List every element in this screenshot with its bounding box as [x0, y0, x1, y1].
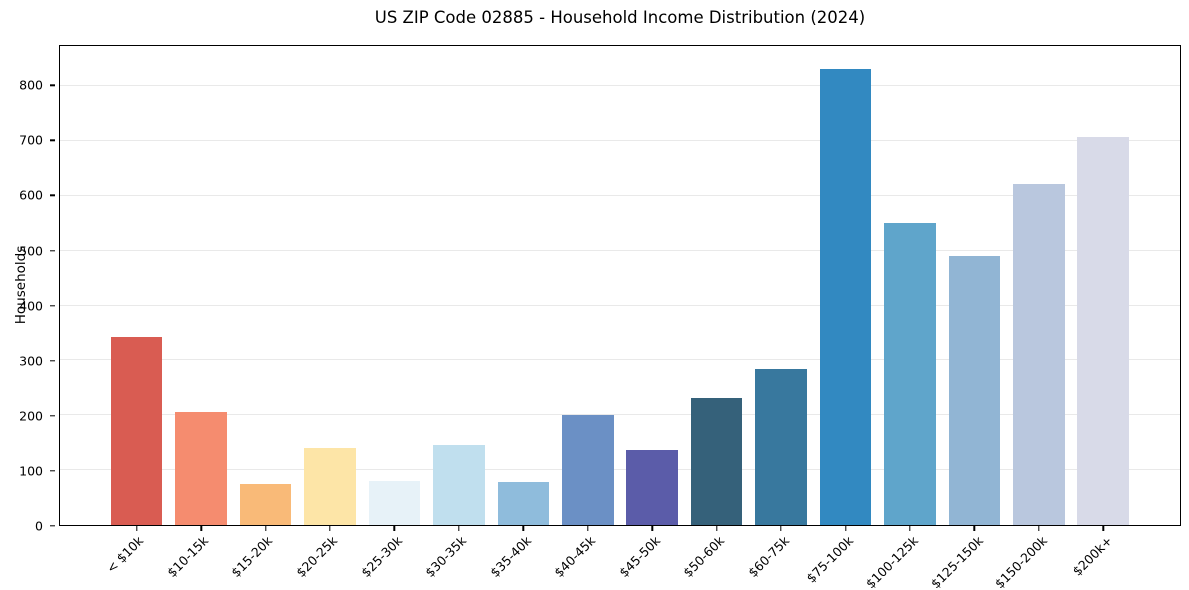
gridline	[60, 359, 1180, 361]
bar	[755, 368, 807, 525]
x-axis-tickmarks	[60, 46, 1180, 531]
y-tick-label: 600	[19, 187, 43, 203]
y-tick-label: 100	[19, 463, 43, 479]
x-tick-label: < $10k	[103, 533, 147, 576]
x-tick-label: $75-100k	[803, 533, 857, 586]
y-tick-mark	[50, 525, 55, 527]
gridline	[60, 194, 1180, 196]
x-tick-mark	[651, 525, 653, 531]
x-tick-label: $20-25k	[293, 533, 341, 581]
bar-slot	[942, 46, 1006, 525]
x-tick-label: $45-50k	[615, 533, 663, 581]
bar	[690, 398, 743, 525]
x-tick-label: $35-40k	[486, 533, 534, 581]
y-tick-mark	[50, 470, 55, 472]
y-axis-ticks: 0 100 200 300 400 500 600 700 800	[0, 45, 55, 534]
bar-slot	[556, 46, 620, 525]
gridline	[60, 414, 1180, 416]
gridline	[60, 85, 1180, 87]
bar-slot	[878, 46, 942, 525]
bar-slot	[169, 46, 233, 525]
bar-slot	[813, 46, 877, 525]
bars-layer	[60, 46, 1180, 525]
x-tick-label: $200k+	[1069, 533, 1115, 579]
x-tick-label: $15-20k	[228, 533, 276, 581]
y-tick-label: 300	[19, 353, 43, 369]
x-tick-label: $10-15k	[163, 533, 211, 581]
x-tick-mark	[458, 525, 460, 531]
x-tick-label: $30-35k	[422, 533, 470, 581]
bar-slot	[684, 46, 748, 525]
x-tick-mark	[715, 525, 718, 531]
x-tick-mark	[329, 525, 331, 531]
x-tick-mark	[587, 525, 589, 531]
x-tick-label: $150-200k	[991, 533, 1051, 590]
y-tick-mark	[50, 139, 55, 142]
bar	[819, 68, 872, 525]
bar-slot	[1007, 46, 1071, 525]
bar-slot	[749, 46, 813, 525]
bar	[239, 484, 292, 525]
y-tick-label: 800	[19, 77, 43, 93]
y-tick-mark	[50, 249, 55, 252]
bar	[948, 256, 1001, 525]
y-tick-label: 700	[19, 132, 43, 148]
bar	[1077, 136, 1129, 525]
x-axis-labels: < $10k $10-15k $15-20k $20-25k $25-30k $30-35…	[59, 533, 1181, 590]
bar	[433, 444, 485, 525]
bar-slot	[233, 46, 297, 525]
bar-slot	[620, 46, 684, 525]
gridline	[60, 304, 1180, 306]
x-tick-mark	[522, 525, 525, 531]
bar	[626, 449, 678, 525]
x-tick-mark	[1038, 525, 1040, 531]
x-tick-mark	[909, 525, 911, 531]
y-tick-label: 400	[19, 298, 43, 314]
bar	[304, 448, 356, 525]
bar-slot	[104, 46, 168, 525]
gridline	[60, 139, 1180, 141]
x-tick-mark	[1102, 525, 1105, 531]
bar	[368, 480, 421, 525]
y-tick-mark	[50, 360, 55, 362]
x-tick-label: $25-30k	[357, 533, 405, 581]
gridline	[60, 469, 1180, 471]
y-tick-mark	[50, 415, 55, 417]
x-tick-mark	[200, 525, 202, 531]
x-tick-label: $40-45k	[551, 533, 599, 581]
bar-slot	[491, 46, 555, 525]
y-tick-mark	[50, 84, 55, 86]
x-tick-label: $60-75k	[744, 533, 793, 581]
y-tick-mark	[50, 194, 55, 197]
x-tick-mark	[264, 525, 267, 531]
bar	[175, 411, 227, 525]
bar-slot	[298, 46, 362, 525]
chart-title: US ZIP Code 02885 - Household Income Dis…	[374, 8, 866, 27]
gridline	[60, 249, 1180, 251]
grid-layer	[60, 46, 1180, 525]
x-tick-label: $100-125k	[862, 533, 922, 590]
x-tick-label: $50-60k	[680, 533, 728, 581]
x-tick-mark	[973, 525, 976, 531]
x-tick-label: $125-150k	[927, 533, 986, 590]
x-tick-mark	[135, 525, 138, 531]
bar	[497, 481, 550, 525]
y-tick-mark	[50, 304, 55, 307]
bar	[1013, 184, 1065, 525]
plot-area	[59, 45, 1181, 531]
bar-slot	[427, 46, 491, 525]
bar	[561, 414, 614, 525]
bar-slot	[362, 46, 426, 525]
bar	[110, 337, 163, 525]
y-tick-label: 500	[19, 243, 43, 258]
y-tick-label: 0	[35, 518, 43, 534]
bar-slot	[1071, 46, 1135, 525]
x-tick-mark	[780, 525, 782, 531]
x-tick-mark	[393, 525, 396, 531]
y-tick-label: 200	[19, 408, 43, 424]
x-tick-mark	[844, 525, 847, 531]
bar	[884, 222, 936, 525]
